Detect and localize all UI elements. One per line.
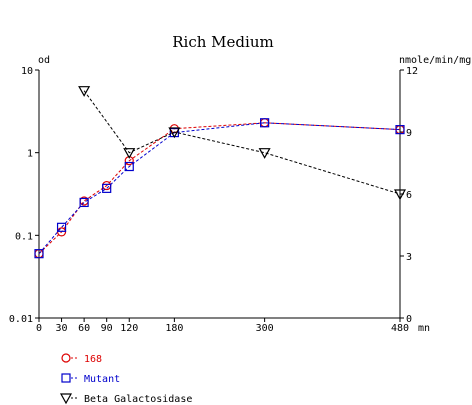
data-point-beta-galactosidase [393, 189, 407, 201]
x-tick-label: 0 [36, 323, 42, 334]
data-point-mutant [56, 222, 67, 232]
right-axis-label: nmole/min/mg [399, 55, 471, 66]
data-point-mutant [260, 118, 270, 128]
data-point-mutant [79, 197, 89, 208]
data-point-beta-galactosidase [78, 86, 91, 97]
right-tick-label: 9 [406, 128, 412, 139]
x-tick-label: 300 [256, 323, 274, 334]
legend-label-beta-galactosidase: Beta Galactosidase [84, 394, 192, 405]
x-tick-label: 90 [101, 323, 113, 334]
data-point-mutant [34, 249, 44, 259]
series-layer [34, 86, 407, 259]
data-point-beta-galactosidase [258, 148, 271, 159]
legend-marker-beta-galactosidase [59, 393, 73, 405]
right-tick-label: 3 [406, 252, 412, 263]
x-tick-label: 60 [78, 323, 90, 334]
data-point-beta-galactosidase [123, 148, 136, 159]
data-point-mutant [395, 125, 405, 135]
series-line-beta-galactosidase [83, 90, 401, 195]
x-tick-label: 30 [56, 323, 68, 334]
legend-marker-168 [61, 353, 71, 363]
x-axis-label: mn [418, 323, 430, 334]
left-tick-label: 0.1 [15, 231, 33, 242]
legend: 168 Mutant Beta Galactosidase [59, 353, 192, 405]
right-tick-label: 12 [406, 66, 418, 77]
left-tick-label: 0.01 [9, 314, 33, 325]
legend-label-168: 168 [84, 354, 102, 365]
legend-label-mutant: Mutant [84, 374, 120, 385]
data-point-mutant [102, 183, 112, 193]
x-tick-label: 480 [391, 323, 409, 334]
left-tick-label: 1 [27, 149, 33, 160]
data-point-mutant [124, 161, 134, 172]
x-tick-label: 120 [120, 323, 138, 334]
x-tick-label: 180 [165, 323, 183, 334]
left-axis-label: od [38, 55, 50, 66]
legend-marker-mutant [61, 373, 71, 383]
left-tick-label: 10 [21, 66, 33, 77]
right-tick-label: 6 [406, 190, 412, 201]
chart-title: Rich Medium [172, 33, 273, 51]
right-tick-label: 0 [406, 314, 412, 325]
data-point-beta-galactosidase [168, 127, 181, 139]
